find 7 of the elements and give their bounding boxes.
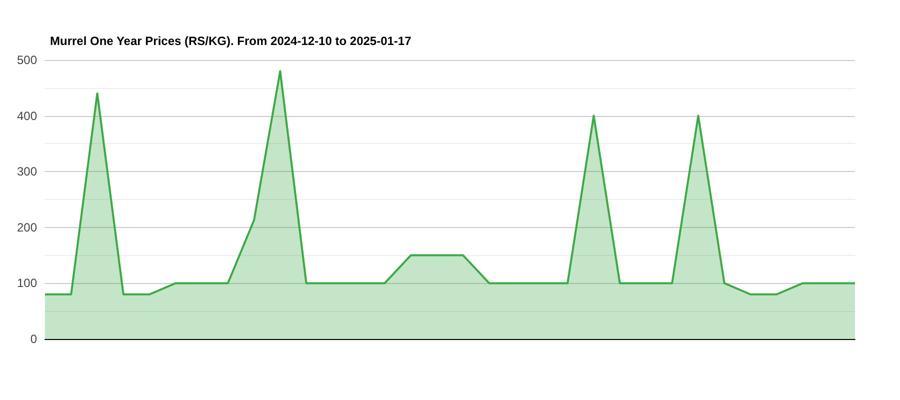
y-tick-label: 400 bbox=[16, 108, 38, 123]
y-tick-label: 300 bbox=[16, 164, 38, 179]
chart-title: Murrel One Year Prices (RS/KG). From 2024-12-10 to 2025-01-17 bbox=[50, 34, 412, 48]
y-tick-label: 0 bbox=[30, 332, 38, 346]
y-tick-label: 100 bbox=[16, 276, 38, 290]
y-tick-label: 200 bbox=[16, 220, 38, 234]
y-tick-label: 500 bbox=[16, 53, 38, 67]
